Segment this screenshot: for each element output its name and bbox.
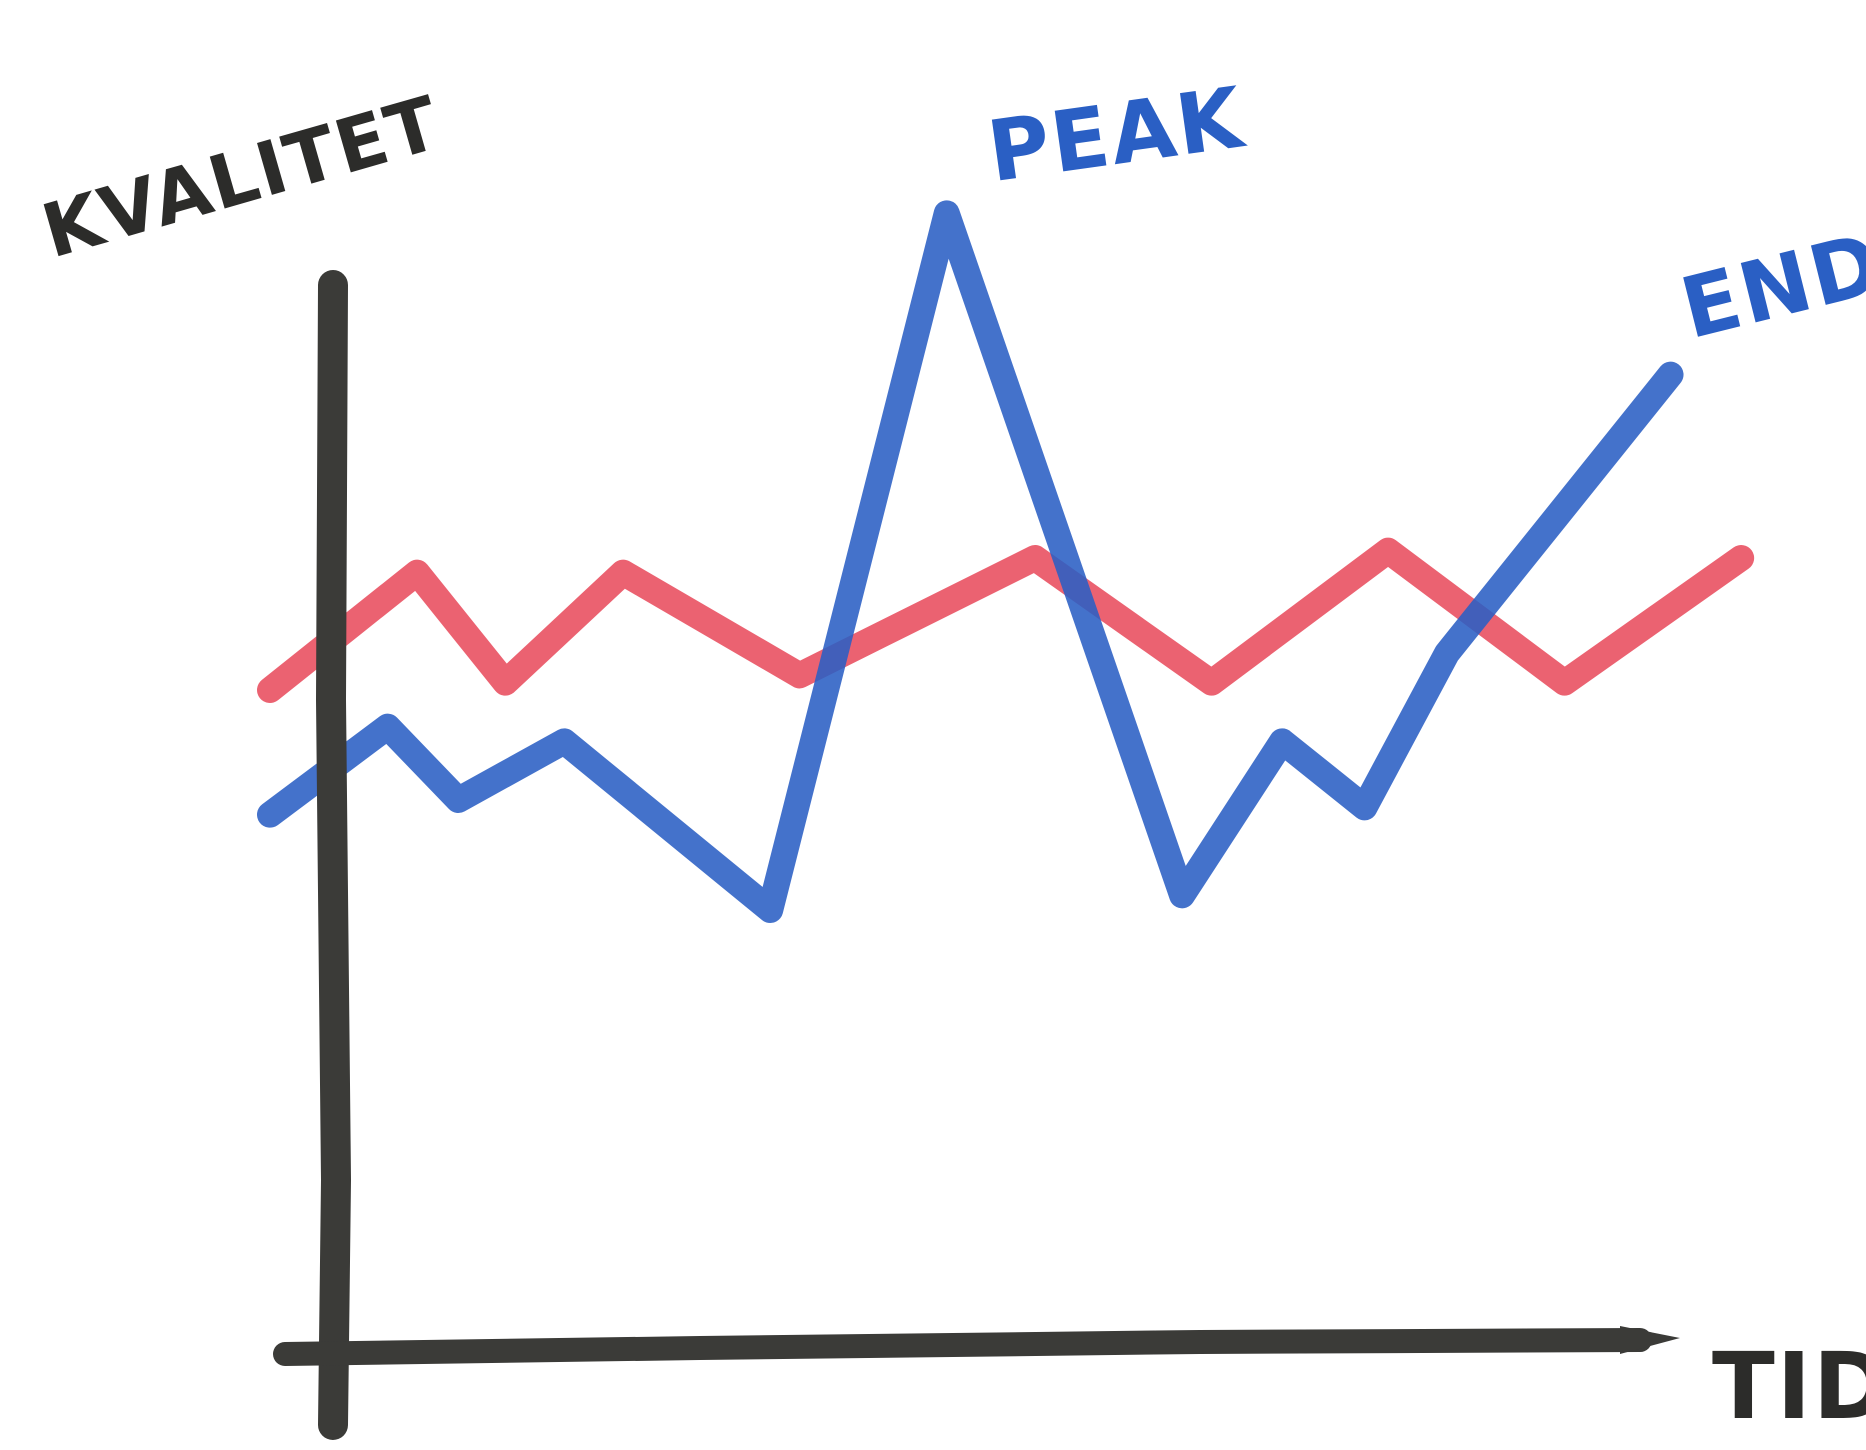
x-axis-arrow-icon bbox=[1620, 1326, 1680, 1354]
series-1-point-4 bbox=[769, 909, 771, 911]
series-0-point-7 bbox=[1387, 550, 1389, 552]
series-1-point-8 bbox=[1364, 806, 1366, 808]
series-layer bbox=[257, 200, 1755, 923]
series-0-point-5 bbox=[1034, 557, 1036, 559]
series-0-point-4 bbox=[799, 674, 801, 676]
series-1-point-6 bbox=[1181, 894, 1183, 896]
series-1-point-1 bbox=[387, 726, 389, 728]
series-0-point-1 bbox=[416, 572, 418, 574]
x-axis bbox=[273, 1328, 1652, 1366]
y-axis-label: KVALITET bbox=[33, 80, 450, 275]
series-1-point-7 bbox=[1281, 740, 1283, 742]
series-1-point-10 bbox=[1670, 374, 1672, 376]
annotation-peak: PEAK bbox=[982, 68, 1251, 201]
series-1-point-2 bbox=[457, 799, 459, 801]
series-0-point-9 bbox=[1740, 557, 1742, 559]
series-1-point-5 bbox=[946, 212, 948, 214]
y-axis bbox=[315, 270, 352, 1440]
series-1-point-9 bbox=[1446, 652, 1448, 654]
series-1-point-3 bbox=[563, 740, 565, 742]
series-0-point-0 bbox=[269, 689, 271, 691]
x-axis-label: TID bbox=[1712, 1333, 1866, 1440]
series-0-point-2 bbox=[504, 682, 506, 684]
series-0-point-6 bbox=[1211, 682, 1213, 684]
series-0-point-8 bbox=[1564, 682, 1566, 684]
annotation-layer: PEAK END bbox=[982, 68, 1866, 358]
series-1-point-0 bbox=[269, 814, 271, 816]
annotation-end: END bbox=[1672, 214, 1866, 358]
series-line-1 bbox=[257, 200, 1684, 923]
axis-layer bbox=[273, 270, 1680, 1440]
series-0-point-3 bbox=[622, 572, 624, 574]
